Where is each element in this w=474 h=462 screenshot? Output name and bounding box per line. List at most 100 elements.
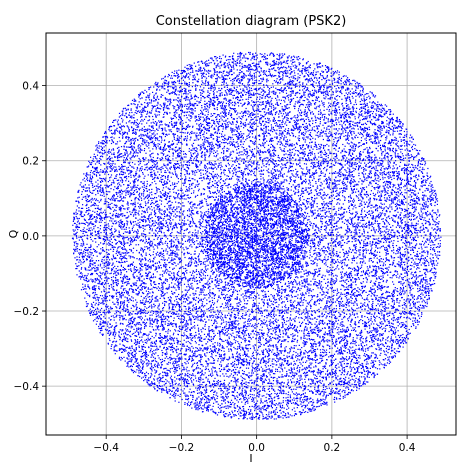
data-point <box>289 247 291 249</box>
data-point <box>240 294 242 296</box>
data-point <box>240 198 242 200</box>
data-point <box>284 275 286 277</box>
data-point <box>254 230 256 232</box>
data-point <box>208 167 210 169</box>
data-point <box>238 264 240 266</box>
data-point <box>225 208 228 210</box>
data-point <box>348 228 350 230</box>
data-point <box>177 263 179 265</box>
data-point <box>277 207 280 209</box>
data-point <box>259 208 261 210</box>
data-point <box>293 175 295 177</box>
data-point <box>233 216 235 218</box>
data-point <box>265 254 267 257</box>
data-point <box>270 210 272 212</box>
data-point <box>285 223 287 225</box>
data-point <box>179 189 181 191</box>
data-point <box>283 204 285 206</box>
data-point <box>265 232 267 235</box>
data-point <box>273 188 275 191</box>
data-point <box>275 251 277 253</box>
data-point <box>282 279 285 281</box>
data-point <box>270 226 272 228</box>
data-point <box>294 262 296 265</box>
data-point <box>258 184 261 186</box>
data-point <box>263 264 265 266</box>
data-point <box>265 222 267 225</box>
data-point <box>250 193 252 195</box>
data-point <box>223 227 225 229</box>
data-point <box>243 258 245 260</box>
data-point <box>249 222 251 225</box>
data-point <box>304 250 306 252</box>
data-point <box>288 247 290 249</box>
data-point <box>264 257 266 259</box>
data-point <box>256 254 259 256</box>
data-point <box>214 257 216 259</box>
data-point <box>276 281 278 283</box>
data-point <box>276 234 278 236</box>
data-point <box>253 201 255 203</box>
data-point <box>291 256 293 258</box>
data-point <box>245 200 247 202</box>
data-point <box>274 186 277 188</box>
data-point <box>305 228 307 230</box>
data-point <box>282 198 284 200</box>
data-point <box>224 251 226 253</box>
data-point <box>277 287 279 289</box>
data-point <box>244 205 246 207</box>
data-point <box>251 291 253 293</box>
data-point <box>341 244 343 247</box>
data-point <box>266 273 269 275</box>
data-point <box>283 271 286 273</box>
data-point <box>256 248 259 250</box>
data-point <box>289 152 291 154</box>
data-point <box>273 277 275 280</box>
data-point <box>217 241 219 243</box>
data-point <box>314 162 316 164</box>
data-point <box>245 243 247 245</box>
data-point <box>245 292 247 294</box>
data-point <box>217 236 219 238</box>
data-point <box>302 302 304 304</box>
data-point <box>226 199 228 201</box>
data-point <box>262 192 265 194</box>
data-point <box>250 261 252 263</box>
data-point <box>276 258 278 260</box>
data-point <box>281 261 283 263</box>
data-point <box>282 205 284 207</box>
data-point <box>227 175 230 177</box>
data-point <box>243 226 246 228</box>
data-point <box>244 237 246 239</box>
data-point <box>233 212 236 214</box>
data-point <box>256 218 259 220</box>
data-point <box>230 235 232 237</box>
data-point <box>272 247 274 249</box>
data-point <box>280 225 282 227</box>
data-point <box>235 270 237 272</box>
data-point <box>212 215 215 217</box>
data-point <box>227 276 229 278</box>
data-point <box>269 270 271 272</box>
data-point <box>220 214 222 216</box>
data-point <box>291 251 294 254</box>
data-point <box>240 241 243 243</box>
data-point <box>257 185 259 188</box>
data-point <box>291 232 293 234</box>
data-point <box>254 249 256 251</box>
data-point <box>239 204 241 206</box>
data-point <box>285 227 287 229</box>
data-point <box>247 234 249 236</box>
data-point <box>227 233 229 235</box>
data-point <box>210 258 212 260</box>
data-point <box>182 211 184 213</box>
data-point <box>215 220 217 222</box>
data-point <box>265 272 267 274</box>
data-point <box>324 217 326 219</box>
data-point <box>193 297 195 299</box>
data-point <box>297 154 299 156</box>
data-point <box>302 255 304 257</box>
data-point <box>229 211 231 213</box>
data-point <box>268 201 270 203</box>
data-point <box>222 289 224 292</box>
